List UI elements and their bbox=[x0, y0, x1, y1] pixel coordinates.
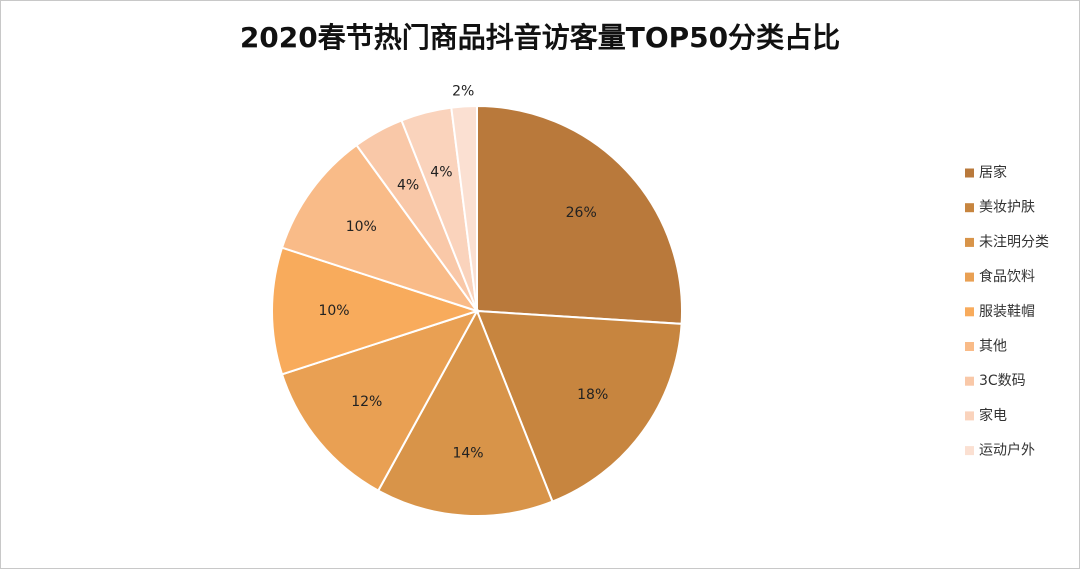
legend-swatch bbox=[965, 168, 974, 178]
legend-label: 运动户外 bbox=[979, 442, 1035, 459]
pie-slice-5 bbox=[271, 246, 481, 376]
slice-value-label: 4% bbox=[430, 165, 452, 181]
legend-label: 其他 bbox=[979, 339, 1007, 355]
legend-swatch bbox=[965, 307, 974, 317]
legend-label: 居家 bbox=[979, 164, 1007, 181]
slice-value-label: 10% bbox=[318, 303, 349, 319]
pie-slice-1 bbox=[476, 104, 683, 325]
legend-swatch bbox=[965, 411, 974, 421]
pie-slice-3 bbox=[376, 308, 554, 517]
slice-value-label: 14% bbox=[452, 446, 483, 462]
slice-value-label: 10% bbox=[346, 219, 377, 235]
pie-slice-4 bbox=[280, 309, 480, 492]
legend-label: 食品饮料 bbox=[979, 268, 1035, 285]
legend-label: 3C数码 bbox=[979, 373, 1026, 389]
pie-slice-6 bbox=[280, 143, 480, 313]
legend-swatch bbox=[965, 237, 974, 247]
pie-slice-9 bbox=[450, 104, 478, 312]
legend-swatch bbox=[965, 342, 974, 351]
slice-value-label: 18% bbox=[577, 387, 608, 403]
legend-label: 美妆护肤 bbox=[979, 200, 1035, 216]
slice-value-label: 26% bbox=[566, 205, 597, 221]
legend-swatch bbox=[965, 446, 974, 456]
slice-value-label: 2% bbox=[452, 83, 474, 99]
legend-label: 服装鞋帽 bbox=[979, 304, 1035, 320]
legend-swatch bbox=[965, 272, 974, 282]
legend-label: 家电 bbox=[979, 407, 1007, 424]
legend-swatch bbox=[965, 203, 974, 213]
pie-labels: 26% 18% 14% 12% 10% 10% 4% 4% 2% bbox=[318, 83, 608, 461]
pie-slices bbox=[271, 104, 683, 517]
slice-value-label: 4% bbox=[397, 178, 419, 194]
chart-title: 2020春节热门商品抖音访客量TOP50分类占比 bbox=[239, 21, 841, 54]
pie-slice-2 bbox=[475, 309, 683, 503]
legend-swatch bbox=[965, 376, 974, 386]
slice-value-label: 12% bbox=[351, 394, 382, 410]
legend-label: 未注明分类 bbox=[979, 234, 1049, 250]
